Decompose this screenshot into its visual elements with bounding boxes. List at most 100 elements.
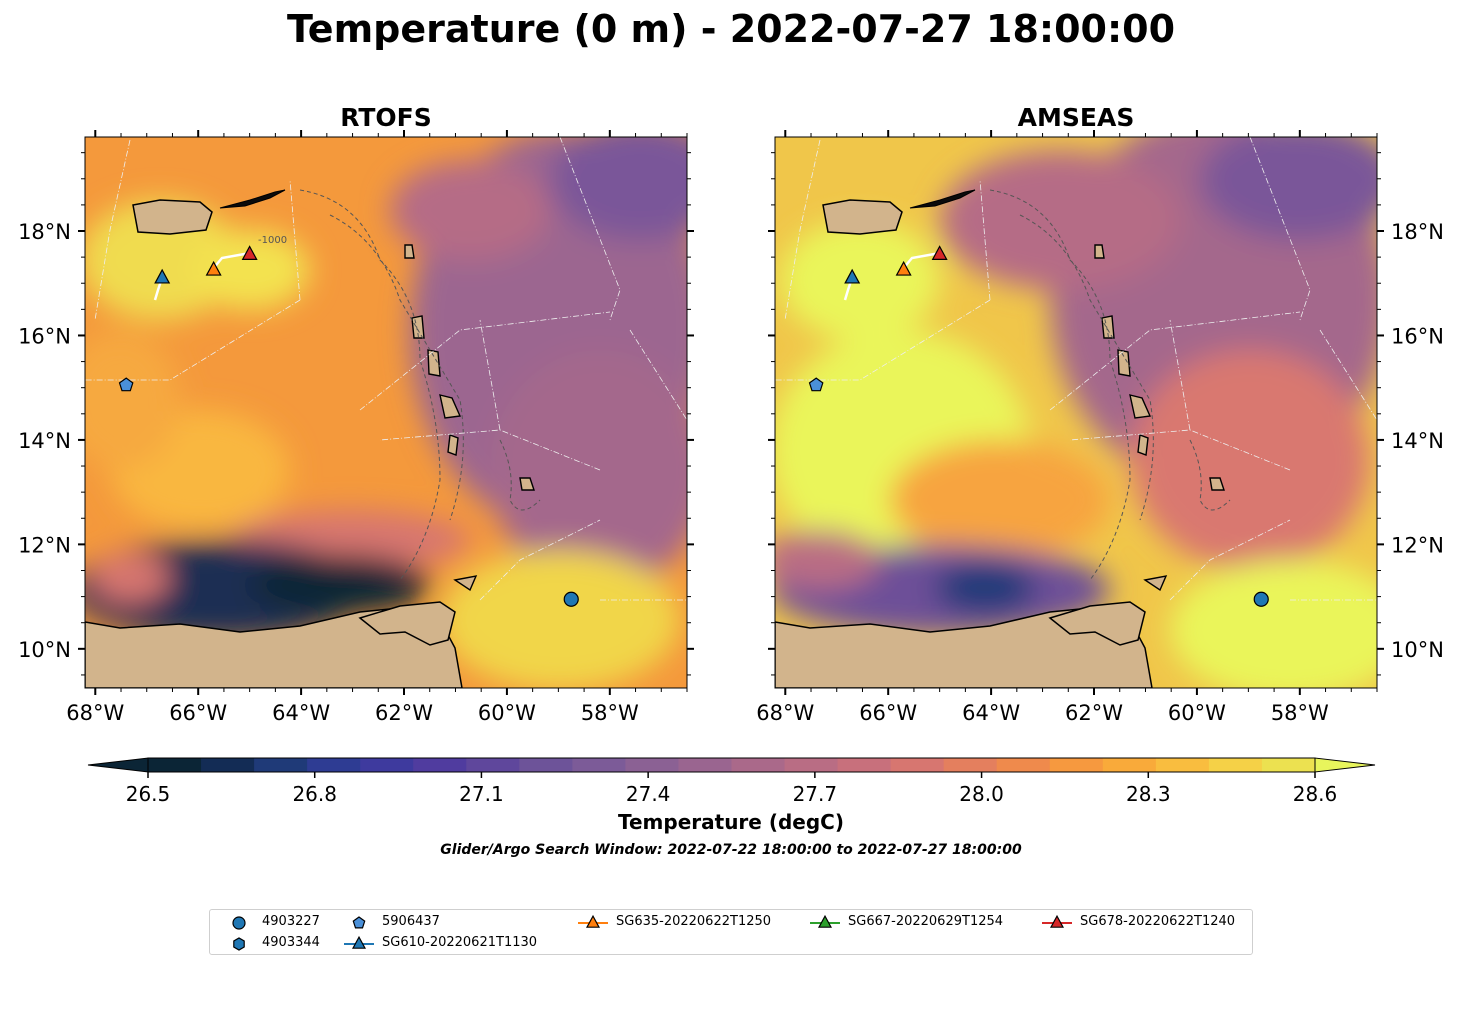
y-tick-label: 18°N (18, 220, 71, 244)
legend-marker-icon (810, 914, 840, 928)
observation-marker-rtofs (563, 591, 579, 607)
legend-marker (585, 914, 601, 928)
colorbar-band (625, 758, 680, 772)
colorbar-tick-label: 27.1 (459, 782, 504, 806)
legend-item: 5906437 (344, 914, 440, 930)
figure-title: Temperature (0 m) - 2022-07-27 18:00:00 (287, 7, 1175, 51)
x-tick-label: 58°W (1271, 701, 1329, 725)
legend-label: SG610-20220621T1130 (382, 935, 538, 950)
map-panel-rtofs: RTOFS (18, 103, 694, 725)
colorbar-band (784, 758, 839, 772)
y-tick-label: 18°N (1391, 220, 1444, 244)
legend-label: 4903227 (262, 914, 320, 929)
y-tick-label: 10°N (18, 638, 71, 662)
observation-marker-amseas (808, 377, 824, 392)
colorbar-band (148, 758, 202, 772)
colorbar-band (307, 758, 361, 772)
legend-marker-icon (1042, 914, 1072, 928)
x-tick-label: 68°W (756, 701, 814, 725)
observation-marker-amseas (895, 260, 912, 276)
legend-item: 4903344 (224, 935, 320, 951)
x-tick-label: 62°W (1065, 701, 1123, 725)
colorbar-tick-label: 27.4 (626, 782, 671, 806)
x-tick-label: 66°W (859, 701, 917, 725)
colorbar-band (943, 758, 998, 772)
x-tick-label: 68°W (66, 701, 124, 725)
colorbar-band (466, 758, 520, 772)
colorbar-band (519, 758, 573, 772)
panel-title-amseas: AMSEAS (1018, 103, 1135, 132)
colorbar-band (413, 758, 467, 772)
map-panel-amseas: AMSEAS (756, 103, 1444, 725)
legend-marker (351, 935, 367, 949)
colorbar: 26.5 26.8 27.1 27.4 27.7 28.0 28.3 28.6 Tempera… (87, 757, 1376, 858)
colorbar-band (360, 758, 414, 772)
x-tick-label: 62°W (375, 701, 433, 725)
legend-label: SG635-20220622T1250 (616, 914, 772, 929)
colorbar-band (731, 758, 786, 772)
search-window-note: Glider/Argo Search Window: 2022-07-22 18… (440, 842, 1022, 858)
legend-label: SG678-20220622T1240 (1080, 914, 1236, 929)
colorbar-label: Temperature (degC) (618, 810, 844, 834)
colorbar-tick-label: 26.8 (292, 782, 337, 806)
colorbar-tick-label: 28.6 (1293, 782, 1338, 806)
y-tick-label: 14°N (18, 429, 71, 453)
colorbar-band (1102, 758, 1157, 772)
legend-label: SG667-20220629T1254 (848, 914, 1004, 929)
y-tick-label: 14°N (1391, 429, 1444, 453)
colorbar-extend-high (1314, 757, 1376, 773)
y-tick-label: 16°N (1391, 324, 1444, 348)
colorbar-band (1208, 758, 1263, 772)
colorbar-band (201, 758, 255, 772)
observation-marker-rtofs (154, 268, 171, 284)
legend: 4903227 4903344 5906437 SG610-20220621T1130… (209, 909, 1253, 955)
legend-item: SG667-20220629T1254 (810, 914, 1003, 930)
legend-item: 4903227 (224, 914, 320, 930)
colorbar-band (254, 758, 308, 772)
observation-marker-rtofs (205, 260, 222, 276)
colorbar-band (678, 758, 733, 772)
legend-label: 5906437 (382, 914, 440, 929)
legend-item: SG635-20220622T1250 (578, 914, 771, 930)
legend-marker (232, 916, 246, 930)
observation-marker-rtofs (118, 377, 134, 392)
legend-marker (233, 937, 245, 951)
colorbar-band (837, 758, 892, 772)
observation-marker-rtofs (241, 245, 258, 261)
x-tick-label: 58°W (581, 701, 639, 725)
legend-label: 4903344 (262, 935, 320, 950)
colorbar-band (1155, 758, 1210, 772)
legend-marker-icon (233, 937, 245, 951)
observation-marker-amseas (931, 245, 948, 261)
colorbar-band (1261, 758, 1316, 772)
colorbar-tick-label: 26.5 (126, 782, 171, 806)
observation-marker-amseas (844, 268, 861, 284)
colorbar-band (1049, 758, 1104, 772)
observation-marker-amseas (1253, 591, 1269, 607)
panel-title-rtofs: RTOFS (340, 103, 432, 132)
y-tick-label: 12°N (1391, 533, 1444, 557)
legend-marker-icon (352, 916, 366, 929)
colorbar-band (572, 758, 627, 772)
legend-item: SG610-20220621T1130 (344, 935, 537, 951)
y-tick-label: 12°N (18, 533, 71, 557)
colorbar-tick-label: 27.7 (793, 782, 838, 806)
legend-marker-icon (232, 916, 246, 930)
x-tick-label: 60°W (478, 701, 536, 725)
colorbar-tick-label: 28.0 (959, 782, 1004, 806)
x-tick-label: 64°W (962, 701, 1020, 725)
legend-marker (817, 914, 833, 928)
colorbar-extend-low (87, 757, 149, 773)
x-tick-label: 60°W (1168, 701, 1226, 725)
legend-marker (1049, 914, 1065, 928)
contour-label: -1000 (258, 235, 287, 246)
colorbar-band (996, 758, 1051, 772)
y-tick-label: 16°N (18, 324, 71, 348)
legend-marker-icon (344, 935, 374, 949)
legend-item: SG678-20220622T1240 (1042, 914, 1235, 930)
colorbar-band (890, 758, 945, 772)
legend-marker (352, 916, 366, 929)
x-tick-label: 64°W (272, 701, 330, 725)
colorbar-tick-label: 28.3 (1126, 782, 1171, 806)
